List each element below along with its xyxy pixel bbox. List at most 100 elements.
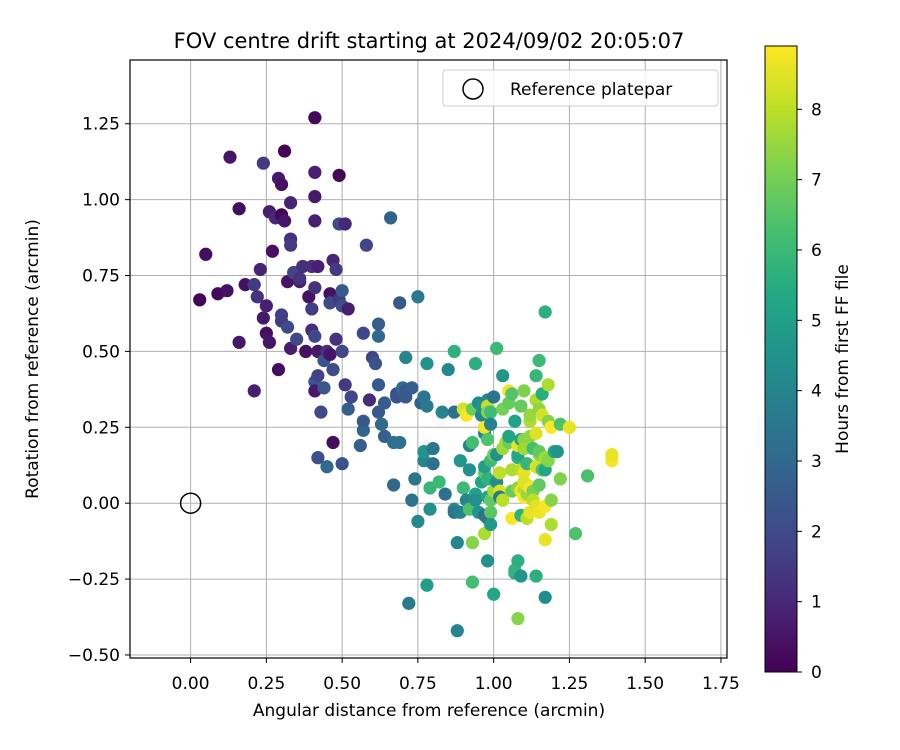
data-point [420, 356, 434, 371]
x-tick-label: 1.50 [626, 674, 664, 694]
data-point [468, 493, 483, 507]
data-point [223, 150, 237, 164]
data-point [505, 463, 519, 477]
data-point [496, 369, 510, 383]
data-point [356, 326, 370, 340]
data-point [517, 384, 531, 398]
data-point [193, 293, 207, 307]
data-point [465, 575, 480, 589]
data-point [529, 369, 543, 383]
data-point [517, 441, 531, 456]
data-point [438, 487, 452, 501]
data-point [496, 493, 510, 507]
data-point [308, 165, 322, 179]
x-tick-label: 1.75 [702, 674, 740, 694]
data-point [480, 432, 495, 447]
data-point [284, 196, 298, 210]
data-point [480, 554, 495, 568]
data-point [529, 569, 543, 583]
colorbar-tick-label: 4 [811, 382, 822, 402]
y-tick-label: 0.75 [82, 267, 120, 287]
data-point [311, 369, 325, 383]
data-point [265, 244, 280, 258]
y-tick-label: 0.50 [82, 342, 120, 362]
data-point [256, 156, 270, 170]
data-point [411, 514, 425, 529]
data-point [256, 311, 270, 325]
data-point [462, 463, 477, 477]
data-point [274, 308, 289, 322]
data-point [432, 475, 446, 489]
data-point [511, 554, 525, 568]
data-point [250, 290, 264, 304]
data-point [374, 417, 389, 431]
data-point [296, 259, 310, 274]
data-point [393, 435, 407, 450]
data-point [335, 284, 349, 298]
data-point [405, 381, 419, 395]
data-point [371, 329, 386, 343]
y-tick-label: −0.50 [68, 646, 120, 666]
data-point [253, 262, 267, 277]
data-point [277, 144, 292, 158]
data-point [562, 420, 577, 434]
data-point [465, 435, 480, 450]
data-point [484, 505, 498, 519]
data-point [305, 302, 319, 316]
data-point [393, 296, 407, 310]
data-point [308, 281, 322, 295]
x-tick-label: 1.25 [550, 674, 588, 694]
data-point [335, 457, 349, 471]
data-point [341, 402, 355, 416]
data-point [220, 284, 234, 298]
data-point [532, 478, 546, 492]
data-point [199, 247, 213, 261]
data-point [326, 363, 340, 377]
y-tick-label: 0.25 [82, 418, 120, 438]
data-point [402, 596, 416, 610]
data-point [420, 578, 434, 592]
data-point [299, 344, 313, 359]
data-point [368, 356, 383, 371]
data-point [456, 481, 470, 495]
colorbar-tick-label: 1 [811, 593, 822, 613]
colorbar-ticks: 0 1 2 3 4 5 6 7 8 [797, 100, 822, 683]
data-point [274, 177, 289, 192]
data-point [317, 381, 331, 395]
data-point [308, 111, 322, 125]
y-axis-ticks: −0.50 −0.25 0.00 0.25 0.50 0.75 1.00 1.25 [68, 115, 130, 666]
data-point [441, 363, 455, 377]
colorbar-tick-label: 3 [811, 452, 822, 472]
data-point [423, 502, 437, 516]
data-point [529, 426, 543, 440]
data-point [344, 390, 358, 404]
data-point [553, 472, 567, 486]
colorbar-tick-label: 2 [811, 522, 822, 542]
data-point [411, 290, 425, 304]
data-point [356, 414, 370, 428]
colorbar-tick-label: 8 [811, 100, 822, 120]
data-point [514, 569, 528, 583]
data-point [426, 441, 440, 456]
data-point [487, 587, 501, 601]
data-point [356, 423, 370, 437]
data-points [193, 111, 619, 638]
data-point [550, 444, 564, 459]
x-tick-label: 0.25 [247, 674, 285, 694]
data-point [293, 271, 307, 286]
data-point [487, 390, 501, 404]
data-point [532, 353, 546, 368]
data-point [232, 335, 246, 349]
data-point [362, 393, 377, 407]
data-point [502, 429, 516, 444]
data-point [271, 363, 286, 377]
y-tick-label: 1.25 [82, 115, 120, 135]
data-point [447, 344, 461, 359]
data-point [329, 262, 343, 277]
data-point [544, 517, 558, 532]
colorbar-tick-label: 5 [811, 311, 822, 331]
reference-marker [179, 492, 202, 514]
data-point [359, 238, 373, 252]
data-point [280, 320, 295, 334]
legend-box [442, 69, 719, 107]
